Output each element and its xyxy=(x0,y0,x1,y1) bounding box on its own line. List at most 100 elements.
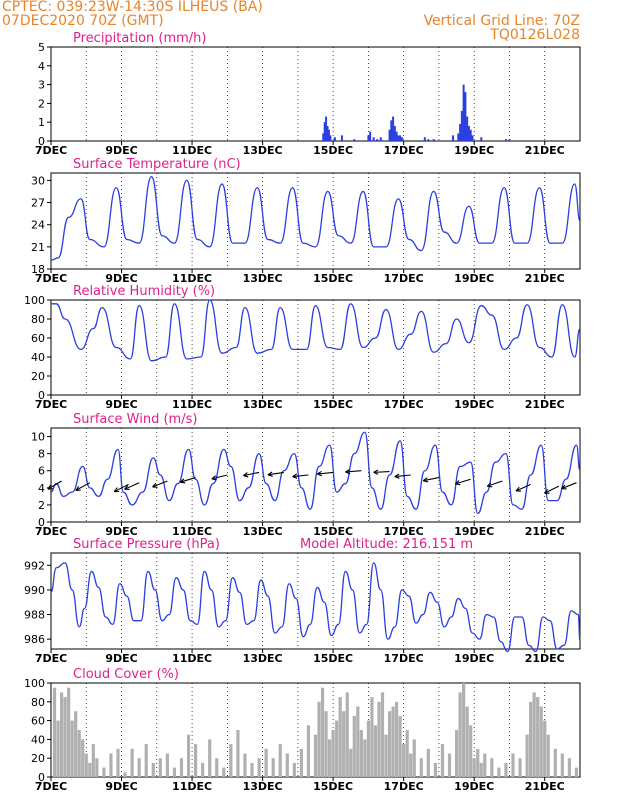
x-tick-label: 15DEC xyxy=(313,144,353,157)
wind-arrow-head xyxy=(454,480,461,486)
x-tick-label: 13DEC xyxy=(243,525,283,538)
bar xyxy=(367,135,370,141)
y-tick-label: 60 xyxy=(31,332,45,345)
bar xyxy=(376,139,379,141)
bar xyxy=(329,135,332,141)
bar xyxy=(525,734,529,777)
bar xyxy=(299,748,303,777)
bar xyxy=(518,758,522,777)
wind-arrow-head xyxy=(267,471,273,477)
bar xyxy=(391,706,395,777)
x-tick-label: 19DEC xyxy=(454,398,494,411)
y-tick-label: 21 xyxy=(31,241,45,254)
bar xyxy=(508,139,511,141)
wind-arrow-shaft xyxy=(394,474,411,478)
x-tick-label: 9DEC xyxy=(105,525,137,538)
y-tick-label: 0 xyxy=(38,771,45,784)
bar xyxy=(328,739,332,777)
bar xyxy=(352,715,356,777)
bar xyxy=(369,131,372,141)
bar xyxy=(342,711,346,777)
bar xyxy=(158,758,162,777)
wind-arrow-shaft xyxy=(292,474,309,478)
wind-arrow-head xyxy=(124,485,130,490)
panel-rh: 0 20 40 60 80 100 7DEC 9DEC 11DEC 13DEC 15DEC 17DEC… xyxy=(24,284,581,411)
bar xyxy=(74,711,78,777)
header-station: CPTEC: 039:23W-14:30S ILHEUS (BA) xyxy=(2,0,263,15)
x-tick-label: 21DEC xyxy=(525,144,565,157)
y-tick-label: 100 xyxy=(24,294,45,307)
panel-frame xyxy=(50,299,581,396)
bar xyxy=(356,706,360,777)
x-tick-label: 15DEC xyxy=(313,652,353,665)
y-tick-label: 80 xyxy=(31,696,45,709)
x-tick-label: 21DEC xyxy=(525,780,565,793)
x-tick-label: 9DEC xyxy=(105,780,137,793)
bar xyxy=(536,697,540,777)
bar xyxy=(144,744,148,777)
bar xyxy=(402,744,406,777)
wind-arrow xyxy=(124,482,140,490)
wind-arrow-head xyxy=(515,486,522,492)
bar xyxy=(490,758,494,777)
panel-precip: 0 1 2 3 4 5 7DEC 9DEC 11DEC 13DEC 15DEC 17DEC 19DEC 2… xyxy=(35,31,581,157)
series-line xyxy=(51,299,581,362)
bar xyxy=(372,137,375,141)
bar xyxy=(388,129,391,141)
wind-arrow-head xyxy=(394,473,400,479)
x-tick-label: 19DEC xyxy=(454,272,494,285)
x-tick-label: 11DEC xyxy=(172,144,212,157)
panel-frame xyxy=(50,172,581,270)
x-tick-label: 17DEC xyxy=(384,525,424,538)
y-tick-label: 0 xyxy=(38,135,45,148)
bar xyxy=(88,762,92,777)
bar xyxy=(331,730,335,777)
bar xyxy=(460,110,463,141)
panel-frame xyxy=(50,552,581,650)
y-tick-label: 5 xyxy=(38,41,45,54)
x-tick-label: 7DEC xyxy=(35,144,67,157)
bar xyxy=(373,725,378,777)
x-tick-label: 7DEC xyxy=(35,652,67,665)
wind-arrow-shaft xyxy=(345,470,362,473)
wind-arrow xyxy=(486,480,503,488)
y-tick-label: 2 xyxy=(38,499,45,512)
bar xyxy=(480,137,483,141)
bar xyxy=(366,720,370,777)
bar xyxy=(201,762,205,777)
x-tick-label: 11DEC xyxy=(172,398,212,411)
bar xyxy=(271,758,275,777)
bar xyxy=(151,762,155,777)
series-line xyxy=(50,562,581,653)
y-tick-label: 990 xyxy=(24,584,45,597)
x-tick-label: 15DEC xyxy=(313,525,353,538)
bar xyxy=(340,135,343,141)
bar xyxy=(398,715,402,777)
bar xyxy=(393,125,396,141)
bar xyxy=(320,687,325,777)
bar xyxy=(377,701,381,777)
wind-arrow xyxy=(544,485,560,494)
wind-arrow-shaft xyxy=(455,478,471,485)
wind-arrow-shaft xyxy=(75,482,91,491)
wind-arrow-shaft xyxy=(561,482,577,490)
x-tick-label: 9DEC xyxy=(105,398,137,411)
y-tick-label: 0 xyxy=(38,389,45,402)
wind-arrow-shaft xyxy=(211,474,228,480)
bar xyxy=(553,748,557,777)
wind-arrow-head xyxy=(544,488,550,494)
bar xyxy=(81,739,85,777)
x-tick-label: 19DEC xyxy=(454,780,494,793)
wind-arrow xyxy=(345,469,362,475)
bar xyxy=(399,135,402,141)
wind-arrow xyxy=(515,483,531,492)
bar xyxy=(333,137,336,141)
series-line xyxy=(50,431,581,515)
wind-arrow-head xyxy=(152,482,158,488)
wind-arrow-shaft xyxy=(243,471,260,477)
bar xyxy=(400,137,403,141)
bar xyxy=(193,744,198,777)
y-tick-label: 992 xyxy=(24,559,45,572)
bar xyxy=(109,753,113,777)
x-tick-label: 11DEC xyxy=(172,780,212,793)
